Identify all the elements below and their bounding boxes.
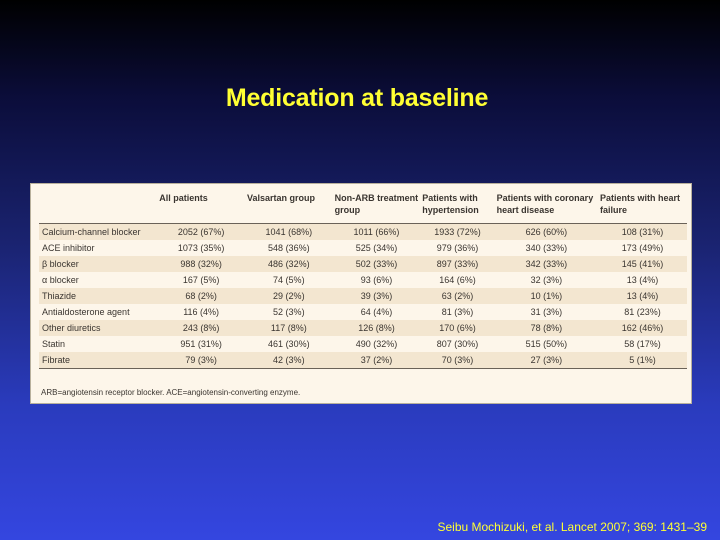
table-row: β blocker 988 (32%) 486 (32%) 502 (33%) 897 … xyxy=(39,256,687,272)
table-cell: 93 (6%) xyxy=(332,272,421,288)
table-cell: 340 (33%) xyxy=(494,240,598,256)
row-label: Antialdosterone agent xyxy=(39,304,158,320)
table-cell: 525 (34%) xyxy=(332,240,421,256)
slide-title: Medication at baseline xyxy=(225,84,489,112)
header-heart-failure: Patients with heart failure xyxy=(597,190,687,224)
table-row: ACE inhibitor 1073 (35%) 548 (36%) 525 (34%… xyxy=(39,240,687,256)
table-cell: 81 (3%) xyxy=(420,304,495,320)
table-cell: 807 (30%) xyxy=(420,336,495,352)
header-label xyxy=(39,190,158,224)
table-cell: 490 (32%) xyxy=(332,336,421,352)
table-cell: 32 (3%) xyxy=(494,272,598,288)
table-cell: 31 (3%) xyxy=(494,304,598,320)
table-cell: 897 (33%) xyxy=(420,256,495,272)
table-body: Calcium-channel blocker 2052 (67%) 1041 (6… xyxy=(39,223,687,369)
table-cell: 27 (3%) xyxy=(494,352,598,369)
table-cell: 2052 (67%) xyxy=(157,223,245,240)
row-label: ACE inhibitor xyxy=(39,240,158,256)
table-cell: 78 (8%) xyxy=(494,320,598,336)
table-cell: 5 (1%) xyxy=(597,352,687,369)
table-cell: 70 (3%) xyxy=(420,352,495,369)
table-cell: 988 (32%) xyxy=(157,256,245,272)
table-cell: 170 (6%) xyxy=(420,320,495,336)
header-valsartan: Valsartan group xyxy=(244,190,333,224)
table-cell: 81 (23%) xyxy=(597,304,687,320)
header-non-arb: Non-ARB treatment group xyxy=(332,190,421,224)
header-hypertension: Patients with hypertension xyxy=(420,190,495,224)
table-cell: 58 (17%) xyxy=(597,336,687,352)
table-cell: 10 (1%) xyxy=(494,288,598,304)
table-cell: 64 (4%) xyxy=(332,304,421,320)
table-cell: 108 (31%) xyxy=(597,223,687,240)
table-cell: 116 (4%) xyxy=(157,304,245,320)
table-cell: 342 (33%) xyxy=(494,256,598,272)
medication-table: All patients Valsartan group Non-ARB tre… xyxy=(39,190,687,369)
table-cell: 1011 (66%) xyxy=(332,223,421,240)
table-row: Calcium-channel blocker 2052 (67%) 1041 (6… xyxy=(39,223,687,240)
table-cell: 145 (41%) xyxy=(597,256,687,272)
table-cell: 167 (5%) xyxy=(157,272,245,288)
table-cell: 42 (3%) xyxy=(244,352,333,369)
table-cell: 173 (49%) xyxy=(597,240,687,256)
table-row: Statin 951 (31%) 461 (30%) 490 (32%) 807 (30… xyxy=(39,336,687,352)
table-cell: 126 (8%) xyxy=(332,320,421,336)
table-row: Fibrate 79 (3%) 42 (3%) 37 (2%) 70 (3%) 27 (3… xyxy=(39,352,687,369)
table-cell: 162 (46%) xyxy=(597,320,687,336)
table-cell: 164 (6%) xyxy=(420,272,495,288)
table-row: Thiazide 68 (2%) 29 (2%) 39 (3%) 63 (2%) 10 (… xyxy=(39,288,687,304)
row-label: Statin xyxy=(39,336,158,352)
table-cell: 502 (33%) xyxy=(332,256,421,272)
table-cell: 117 (8%) xyxy=(244,320,333,336)
table-cell: 1073 (35%) xyxy=(157,240,245,256)
row-label: Other diuretics xyxy=(39,320,158,336)
row-label: Thiazide xyxy=(39,288,158,304)
table-cell: 37 (2%) xyxy=(332,352,421,369)
table-cell: 29 (2%) xyxy=(244,288,333,304)
header-all-patients: All patients xyxy=(157,190,245,224)
table-cell: 13 (4%) xyxy=(597,288,687,304)
table-footnote: ARB=angiotensin receptor blocker. ACE=an… xyxy=(41,388,301,397)
table-cell: 13 (4%) xyxy=(597,272,687,288)
table-row: Other diuretics 243 (8%) 117 (8%) 126 (8%) 1… xyxy=(39,320,687,336)
row-label: Fibrate xyxy=(39,352,158,369)
table-cell: 951 (31%) xyxy=(157,336,245,352)
table-cell: 63 (2%) xyxy=(420,288,495,304)
table-row: α blocker 167 (5%) 74 (5%) 93 (6%) 164 (6%) 3… xyxy=(39,272,687,288)
citation: Seibu Mochizuki, et al. Lancet 2007; 369… xyxy=(437,520,707,534)
table-cell: 515 (50%) xyxy=(494,336,598,352)
header-coronary: Patients with coronary heart disease xyxy=(494,190,598,224)
table-cell: 68 (2%) xyxy=(157,288,245,304)
table-header-row: All patients Valsartan group Non-ARB tre… xyxy=(39,190,687,224)
table-cell: 461 (30%) xyxy=(244,336,333,352)
table-cell: 486 (32%) xyxy=(244,256,333,272)
medication-table-panel: All patients Valsartan group Non-ARB tre… xyxy=(30,183,692,404)
table-cell: 1933 (72%) xyxy=(420,223,495,240)
table-cell: 39 (3%) xyxy=(332,288,421,304)
row-label: α blocker xyxy=(39,272,158,288)
table-cell: 243 (8%) xyxy=(157,320,245,336)
table-cell: 74 (5%) xyxy=(244,272,333,288)
row-label: Calcium-channel blocker xyxy=(39,223,158,240)
table-cell: 979 (36%) xyxy=(420,240,495,256)
table-row: Antialdosterone agent 116 (4%) 52 (3%) 64 (… xyxy=(39,304,687,320)
table-cell: 79 (3%) xyxy=(157,352,245,369)
table-cell: 52 (3%) xyxy=(244,304,333,320)
row-label: β blocker xyxy=(39,256,158,272)
table-cell: 1041 (68%) xyxy=(244,223,333,240)
table-cell: 626 (60%) xyxy=(494,223,598,240)
table-cell: 548 (36%) xyxy=(244,240,333,256)
